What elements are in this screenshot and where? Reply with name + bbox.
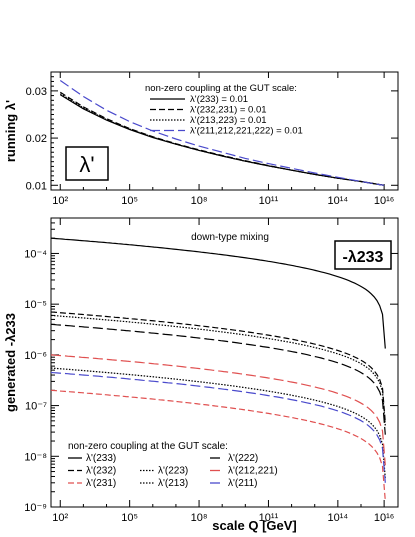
bottom-legend-entry-4: λ'(213) xyxy=(158,478,188,489)
top-x-tick-label: 10¹¹ xyxy=(259,195,279,207)
bottom-legend-entry-6: λ'(212,221) xyxy=(228,466,278,477)
top-legend-entry-0: λ'(233) = 0.01 xyxy=(190,94,248,105)
top-x-tick-label: 10¹⁴ xyxy=(328,195,349,207)
top-y-tick-label: 0.02 xyxy=(26,133,47,145)
top-legend-entry-2: λ'(213,223) = 0.01 xyxy=(190,115,267,126)
bottom-y-tick-label: 10⁻⁸ xyxy=(24,451,47,463)
bottom-x-tick-label: 10⁵ xyxy=(121,512,138,524)
top-panel-label: λ' xyxy=(79,152,94,177)
top-legend-title: non-zero coupling at the GUT scale: xyxy=(145,83,297,94)
bottom-legend-title: non-zero coupling at the GUT scale: xyxy=(68,441,228,452)
bottom-panel-label: -λ233 xyxy=(343,249,384,266)
top-y-axis-label: running λ' xyxy=(3,100,18,162)
top-x-tick-label: 10¹⁶ xyxy=(374,195,394,207)
bottom-y-tick-label: 10⁻⁷ xyxy=(25,401,47,413)
top-x-tick-label: 10² xyxy=(52,195,68,207)
bottom-x-tick-label: 10¹⁴ xyxy=(328,512,349,524)
top-legend-entry-1: λ'(232,231) = 0.01 xyxy=(190,105,267,116)
top-x-tick-label: 10⁵ xyxy=(121,195,138,207)
bottom-y-tick-label: 10⁻⁴ xyxy=(24,248,47,260)
bottom-legend-entry-0: λ'(233) xyxy=(86,453,116,464)
bottom-y-tick-label: 10⁻⁹ xyxy=(24,502,47,514)
bottom-y-tick-label: 10⁻⁵ xyxy=(24,299,47,311)
bottom-legend-entry-7: λ'(211) xyxy=(228,478,258,489)
bottom-series-line-3 xyxy=(51,315,385,425)
x-axis-label: scale Q [GeV] xyxy=(212,518,297,533)
bottom-y-axis-label: generated -λ233 xyxy=(3,313,18,412)
bottom-series-line-5 xyxy=(51,324,385,434)
bottom-x-tick-label: 10⁸ xyxy=(191,512,208,524)
top-y-tick-label: 0.03 xyxy=(26,86,47,98)
bottom-y-tick-label: 10⁻⁶ xyxy=(24,350,47,362)
bottom-x-tick-label: 10² xyxy=(52,512,68,524)
bottom-legend-entry-1: λ'(232) xyxy=(86,466,116,477)
bottom-legend-entry-3: λ'(223) xyxy=(158,466,188,477)
bottom-annotation: down-type mixing xyxy=(191,232,269,243)
top-y-tick-label: 0.01 xyxy=(26,180,47,192)
top-x-tick-label: 10⁸ xyxy=(191,195,208,207)
top-legend-entry-3: λ'(211,212,221,222) = 0.01 xyxy=(190,126,303,137)
bottom-legend-entry-2: λ'(231) xyxy=(86,478,116,489)
bottom-x-tick-label: 10¹⁶ xyxy=(374,512,394,524)
bottom-legend-entry-5: λ'(222) xyxy=(228,453,258,464)
